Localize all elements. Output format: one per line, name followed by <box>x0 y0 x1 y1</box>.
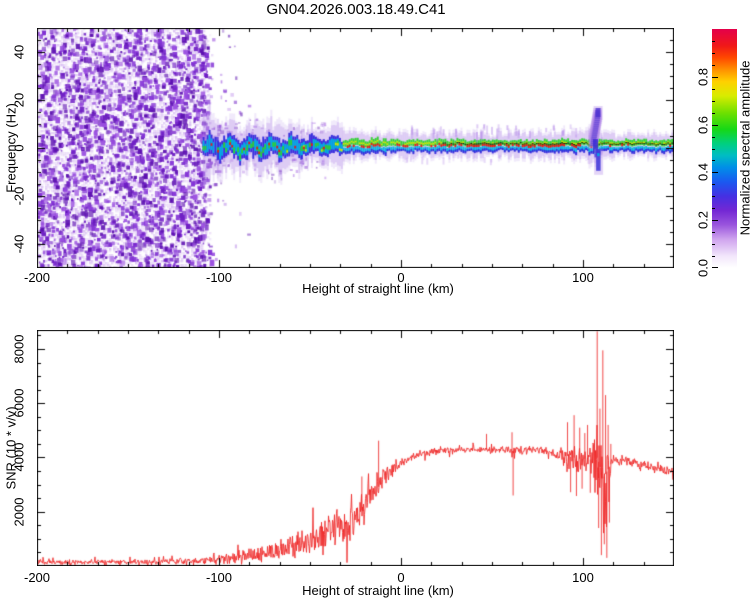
x-tick-label: -200 <box>23 570 51 585</box>
colorbar-tick <box>712 184 715 186</box>
colorbar-tick <box>712 267 718 268</box>
x-tick-label: -100 <box>205 270 233 285</box>
colorbar-label: Normalized spectral amplitude <box>737 60 750 236</box>
colorbar <box>712 29 737 268</box>
x-tick-label: -200 <box>23 270 51 285</box>
colorbar-tick-label: 0.4 <box>695 163 711 182</box>
y-tick-label: 6000 <box>11 388 27 418</box>
y-tick-label: 0 <box>11 144 27 152</box>
colorbar-tick <box>712 220 718 222</box>
colorbar-tick <box>712 196 715 198</box>
colorbar-tick-label: 0.8 <box>695 67 711 86</box>
colorbar-tick <box>712 76 718 78</box>
x-tick-label: 100 <box>572 570 594 585</box>
snr-x-axis-title: Height of straight line (km) <box>302 583 454 598</box>
snr-canvas <box>37 330 674 566</box>
x-tick-label: 100 <box>572 270 594 285</box>
x-tick-label: -100 <box>205 570 233 585</box>
colorbar-tick <box>712 256 715 258</box>
y-tick-label: 2000 <box>11 497 27 527</box>
colorbar-tick <box>712 112 715 114</box>
colorbar-tick <box>712 148 715 150</box>
x-tick-label: 0 <box>397 570 405 585</box>
colorbar-tick <box>712 124 718 126</box>
figure-title: GN04.2026.003.18.49.C41 <box>266 1 446 18</box>
colorbar-tick-label: 0.2 <box>695 211 711 230</box>
y-tick-label: 8000 <box>11 334 27 364</box>
colorbar-tick-label: 0.6 <box>695 115 711 134</box>
colorbar-tick <box>712 64 715 66</box>
colorbar-tick <box>712 100 715 102</box>
colorbar-tick <box>712 172 718 174</box>
y-tick-label: 40 <box>11 44 27 60</box>
y-tick-label: 4000 <box>11 443 27 472</box>
y-tick-label: 20 <box>11 92 27 108</box>
colorbar-tick <box>712 52 715 54</box>
y-tick-label: -20 <box>11 186 27 206</box>
colorbar-tick <box>712 160 715 162</box>
y-tick-label: -40 <box>11 234 27 254</box>
x-tick-label: 0 <box>397 270 405 285</box>
colorbar-tick <box>712 232 715 234</box>
spectrogram-x-axis-title: Height of straight line (km) <box>302 281 454 296</box>
colorbar-tick <box>712 40 715 42</box>
colorbar-tick-label: 0.0 <box>695 258 711 278</box>
colorbar-tick <box>712 208 715 210</box>
colorbar-tick <box>712 88 715 90</box>
colorbar-tick <box>712 244 715 246</box>
colorbar-tick <box>712 136 715 138</box>
spectrogram-canvas <box>37 28 674 268</box>
